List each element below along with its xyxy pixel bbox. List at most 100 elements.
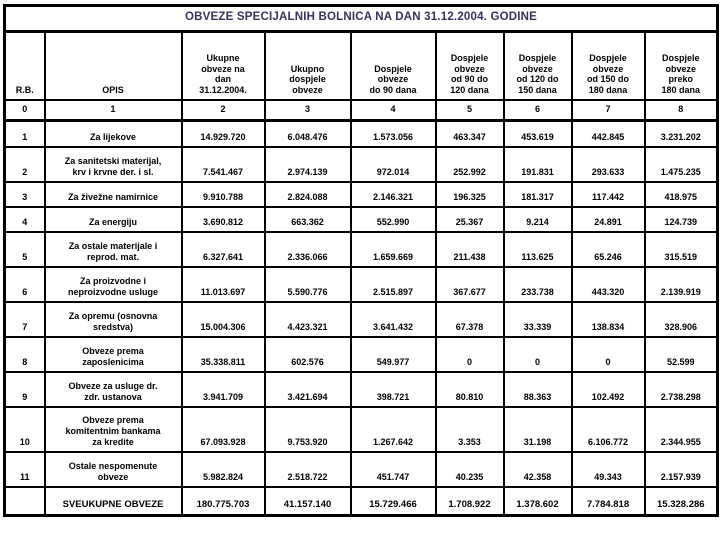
column-header-over-180: Dospjele obveze preko 180 dana (643, 30, 719, 101)
table-row: 10 Obveze prema komitentnim bankama za kr… (3, 405, 719, 453)
table-row: 2 Za sanitetski materijal, krv i krvne de… (3, 145, 719, 183)
description-cell: Za ostale materijale i reprod. mat. (43, 230, 183, 268)
header-row: R.B. OPIS Ukupne obveze na dan 31.12.200… (3, 30, 719, 101)
description-cell: Obveze prema zaposlenicima (43, 335, 183, 373)
value-cell: 1.659.669 (349, 230, 437, 268)
value-cell: 3.941.709 (180, 370, 266, 408)
value-cell: 2.157.939 (643, 450, 719, 488)
value-cell: 549.977 (349, 335, 437, 373)
value-cell: 663.362 (263, 205, 352, 233)
value-cell: 191.831 (502, 145, 573, 183)
row-number-cell: 8 (3, 335, 46, 373)
obligations-table: OBVEZE SPECIJALNIH BOLNICA NA DAN 31.12.… (3, 4, 720, 517)
value-cell: 2.738.298 (643, 370, 719, 408)
description-cell: Za energiju (43, 205, 183, 233)
value-cell: 3.231.202 (643, 119, 719, 148)
value-cell: 602.576 (263, 335, 352, 373)
value-cell: 40.235 (434, 450, 505, 488)
value-cell: 418.975 (643, 180, 719, 208)
value-cell: 5.982.824 (180, 450, 266, 488)
total-label-cell: SVEUKUPNE OBVEZE (43, 485, 183, 516)
total-row: SVEUKUPNE OBVEZE 180.775.703 41.157.140 15.… (3, 485, 719, 516)
column-header-90-120: Dospjele obveze od 90 do 120 dana (434, 30, 505, 101)
value-cell: 972.014 (349, 145, 437, 183)
value-cell: 49.343 (570, 450, 646, 488)
description-cell: Za opremu (osnovna sredstva) (43, 300, 183, 338)
table-row: 1 Za lijekove 14.929.720 6.048.476 1.573.056… (3, 119, 719, 148)
value-cell: 2.515.897 (349, 265, 437, 303)
total-value-cell: 1.378.602 (502, 485, 573, 516)
value-cell: 35.338.811 (180, 335, 266, 373)
total-value-cell: 180.775.703 (180, 485, 266, 516)
value-cell: 11.013.697 (180, 265, 266, 303)
value-cell: 315.519 (643, 230, 719, 268)
value-cell: 138.834 (570, 300, 646, 338)
value-cell: 3.421.694 (263, 370, 352, 408)
value-cell: 67.093.928 (180, 405, 266, 453)
value-cell: 2.518.722 (263, 450, 352, 488)
value-cell: 453.619 (502, 119, 573, 148)
column-index: 5 (434, 99, 505, 122)
row-number-cell: 3 (3, 180, 46, 208)
table-row: 6 Za proizvodne i neproizvodne usluge 11.0… (3, 265, 719, 303)
total-value-cell: 41.157.140 (263, 485, 352, 516)
value-cell: 367.677 (434, 265, 505, 303)
description-cell: Za lijekove (43, 119, 183, 148)
value-cell: 2.974.139 (263, 145, 352, 183)
value-cell: 15.004.306 (180, 300, 266, 338)
column-index-row: 0 1 2 3 4 5 6 7 8 (3, 99, 719, 122)
row-number-cell (3, 485, 46, 516)
column-index: 2 (180, 99, 266, 122)
column-index: 7 (570, 99, 646, 122)
value-cell: 398.721 (349, 370, 437, 408)
value-cell: 0 (502, 335, 573, 373)
total-value-cell: 15.729.466 (349, 485, 437, 516)
value-cell: 2.146.321 (349, 180, 437, 208)
value-cell: 2.344.955 (643, 405, 719, 453)
table-row: 7 Za opremu (osnovna sredstva) 15.004.306 4… (3, 300, 719, 338)
value-cell: 2.336.066 (263, 230, 352, 268)
row-number-cell: 7 (3, 300, 46, 338)
value-cell: 3.353 (434, 405, 505, 453)
value-cell: 102.492 (570, 370, 646, 408)
total-value-cell: 1.708.922 (434, 485, 505, 516)
value-cell: 4.423.321 (263, 300, 352, 338)
value-cell: 31.198 (502, 405, 573, 453)
value-cell: 3.690.812 (180, 205, 266, 233)
value-cell: 293.633 (570, 145, 646, 183)
value-cell: 9.214 (502, 205, 573, 233)
value-cell: 211.438 (434, 230, 505, 268)
value-cell: 124.739 (643, 205, 719, 233)
value-cell: 6.048.476 (263, 119, 352, 148)
row-number-cell: 1 (3, 119, 46, 148)
row-number-cell: 5 (3, 230, 46, 268)
column-header-opis: OPIS (43, 30, 183, 101)
value-cell: 33.339 (502, 300, 573, 338)
column-header-90: Dospjele obveze do 90 dana (349, 30, 437, 101)
value-cell: 443.320 (570, 265, 646, 303)
column-header-150-180: Dospjele obveze od 150 do 180 dana (570, 30, 646, 101)
value-cell: 117.442 (570, 180, 646, 208)
column-index: 8 (643, 99, 719, 122)
row-number-cell: 11 (3, 450, 46, 488)
value-cell: 88.363 (502, 370, 573, 408)
value-cell: 0 (570, 335, 646, 373)
description-cell: Ostale nespomenute obveze (43, 450, 183, 488)
value-cell: 252.992 (434, 145, 505, 183)
value-cell: 442.845 (570, 119, 646, 148)
value-cell: 9.910.788 (180, 180, 266, 208)
table-row: 4 Za energiju 3.690.812 663.362 552.990 25.36… (3, 205, 719, 233)
value-cell: 463.347 (434, 119, 505, 148)
total-value-cell: 7.784.818 (570, 485, 646, 516)
value-cell: 67.378 (434, 300, 505, 338)
table-row: 9 Obveze za usluge dr. zdr. ustanova 3.941… (3, 370, 719, 408)
row-number-cell: 4 (3, 205, 46, 233)
column-index: 3 (263, 99, 352, 122)
column-header-due: Ukupno dospjele obveze (263, 30, 352, 101)
value-cell: 9.753.920 (263, 405, 352, 453)
value-cell: 2.824.088 (263, 180, 352, 208)
value-cell: 24.891 (570, 205, 646, 233)
description-cell: Obveze prema komitentnim bankama za kred… (43, 405, 183, 453)
column-index: 4 (349, 99, 437, 122)
value-cell: 80.810 (434, 370, 505, 408)
